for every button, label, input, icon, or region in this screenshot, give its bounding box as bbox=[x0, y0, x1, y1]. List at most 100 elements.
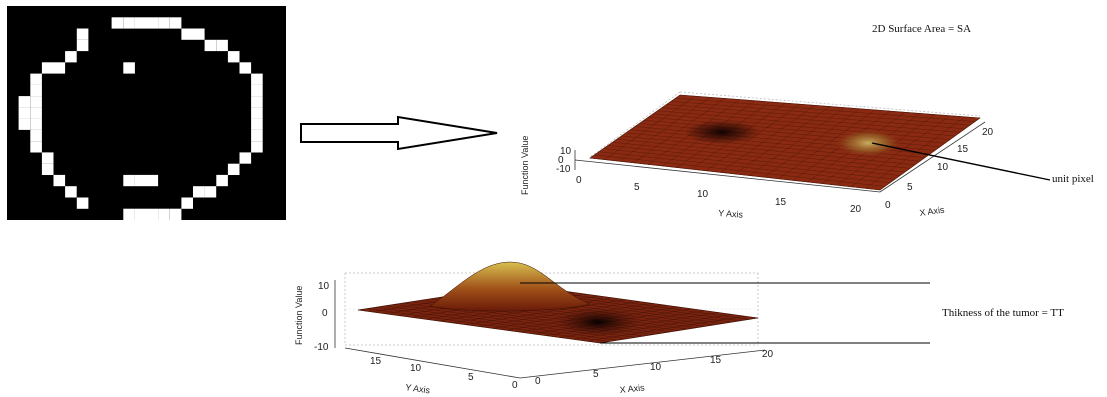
boundary-pixel bbox=[251, 141, 263, 153]
grid-line bbox=[652, 113, 951, 140]
bottom-surface-peak bbox=[429, 261, 591, 312]
grid-line bbox=[670, 101, 971, 126]
grid-line bbox=[661, 107, 961, 133]
top-xtick: 0 bbox=[885, 200, 891, 211]
top-xtick: 10 bbox=[937, 162, 949, 173]
boundary-pixel bbox=[134, 208, 147, 220]
boundary-pixel bbox=[53, 62, 66, 74]
boundary-pixel bbox=[146, 174, 159, 187]
boundary-pixel bbox=[204, 186, 217, 198]
boundary-pixel bbox=[123, 208, 135, 220]
boundary-pixels bbox=[18, 17, 263, 220]
top-ylabel: Y Axis bbox=[718, 208, 744, 220]
boundary-pixel bbox=[239, 152, 252, 164]
bottom-ytick: 0 bbox=[512, 380, 518, 391]
boundary-pixel bbox=[41, 163, 54, 175]
boundary-pixel bbox=[239, 62, 252, 74]
boundary-pixel bbox=[18, 118, 31, 130]
boundary-pixel bbox=[123, 62, 135, 74]
boundary-pixel bbox=[76, 39, 89, 52]
grid-line bbox=[778, 109, 876, 179]
top-ztick-10: 10 bbox=[560, 146, 572, 157]
top-zlabel: Function Value bbox=[520, 136, 530, 195]
boundary-pixel bbox=[65, 51, 77, 63]
bottom-xtick: 0 bbox=[535, 376, 541, 387]
top-ytick: 5 bbox=[634, 182, 640, 193]
boundary-pixel bbox=[216, 39, 228, 52]
thickness-label: Thikness of the tumor = TT bbox=[942, 307, 1064, 319]
boundary-pixel bbox=[123, 17, 135, 29]
unit-pixel-label: unit pixel bbox=[1052, 173, 1094, 185]
top-ytick: 0 bbox=[576, 175, 582, 186]
boundary-pixel bbox=[111, 17, 124, 29]
boundary-pixel bbox=[146, 17, 159, 29]
boundary-pixel bbox=[193, 28, 205, 40]
bottom-xlabel: X Axis bbox=[619, 382, 645, 395]
boundary-pixel bbox=[251, 84, 263, 97]
boundary-pixel bbox=[30, 84, 42, 97]
bottom-ztick-10: 10 bbox=[318, 281, 330, 292]
boundary-pixel bbox=[30, 129, 42, 142]
bottom-xtick: 20 bbox=[762, 349, 774, 360]
top-surface-depression bbox=[684, 120, 760, 144]
boundary-pixel bbox=[30, 141, 42, 153]
top-ztick-neg10: -10 bbox=[556, 164, 571, 175]
bottom-surface-pit bbox=[556, 308, 640, 336]
grid-line bbox=[679, 94, 981, 119]
boundary-pixel bbox=[227, 51, 240, 63]
bottom-ztick-0: 0 bbox=[322, 308, 328, 319]
boundary-pixel bbox=[181, 28, 193, 40]
boundary-pixel bbox=[181, 197, 193, 209]
boundary-pixel bbox=[158, 17, 170, 29]
bottom-xtick: 5 bbox=[593, 369, 599, 380]
unit-pixel-leader-line bbox=[871, 142, 1051, 181]
boundary-pixel bbox=[216, 174, 228, 187]
top-surface bbox=[589, 94, 981, 191]
bottom-ytick: 10 bbox=[410, 363, 422, 374]
top-ytick: 10 bbox=[697, 189, 709, 200]
boundary-pixel bbox=[41, 62, 54, 74]
binary-tumor-image bbox=[7, 6, 286, 220]
boundary-pixel bbox=[158, 208, 170, 220]
grid-line bbox=[666, 104, 966, 129]
bottom-zlabel: Function Value bbox=[294, 286, 304, 345]
boundary-pixel bbox=[18, 107, 31, 119]
boundary-pixel bbox=[65, 186, 77, 198]
grid-line bbox=[657, 110, 956, 137]
grid-line bbox=[675, 97, 976, 122]
boundary-pixel bbox=[30, 96, 42, 108]
boundary-pixel bbox=[146, 208, 159, 220]
grid-line bbox=[763, 108, 861, 178]
boundary-pixel bbox=[251, 96, 263, 108]
right-arrow-icon bbox=[300, 115, 498, 151]
top-ytick: 20 bbox=[850, 204, 862, 215]
top-surface-plot: 10 0 -10 Function Value 0 5 10 15 20 Y A… bbox=[520, 91, 994, 220]
boundary-pixel bbox=[30, 107, 42, 119]
boundary-pixel bbox=[18, 96, 31, 108]
grid-line bbox=[879, 117, 981, 191]
top-xtick: 20 bbox=[982, 127, 994, 138]
bottom-ytick: 15 bbox=[370, 356, 382, 367]
top-xlabel: X Axis bbox=[919, 205, 946, 218]
top-xtick: 5 bbox=[907, 182, 913, 193]
top-ztick-0: 0 bbox=[558, 155, 564, 166]
grid-line bbox=[599, 317, 759, 344]
grid-line bbox=[586, 315, 745, 342]
boundary-pixel bbox=[53, 174, 66, 187]
boundary-pixel bbox=[123, 174, 135, 187]
boundary-pixel bbox=[251, 73, 263, 85]
boundary-pixel bbox=[193, 186, 205, 198]
bottom-ylabel: Y Axis bbox=[405, 382, 431, 395]
top-surface-bump bbox=[834, 129, 902, 157]
bottom-ytick: 5 bbox=[468, 372, 474, 383]
boundary-pixel bbox=[76, 28, 89, 40]
boundary-pixel bbox=[251, 118, 263, 130]
grid-line bbox=[749, 107, 846, 176]
bottom-xtick: 10 bbox=[650, 362, 662, 373]
boundary-pixel bbox=[134, 17, 147, 29]
bottom-xtick: 15 bbox=[710, 355, 722, 366]
grid-line bbox=[850, 115, 951, 187]
boundary-pixel bbox=[251, 107, 263, 119]
boundary-pixel bbox=[41, 152, 54, 164]
boundary-pixel bbox=[134, 174, 147, 187]
